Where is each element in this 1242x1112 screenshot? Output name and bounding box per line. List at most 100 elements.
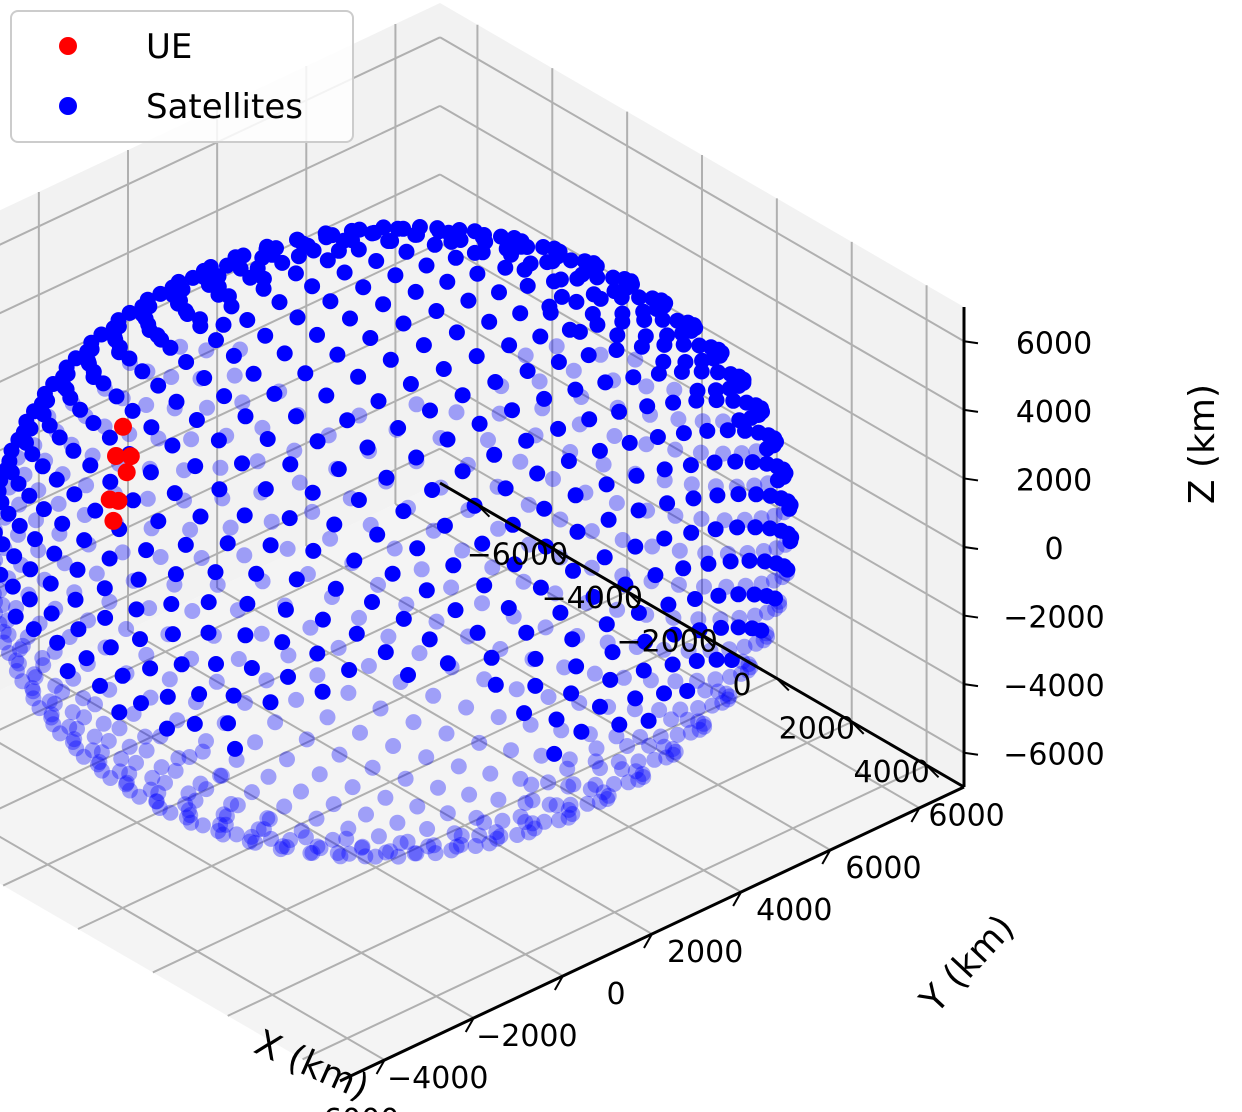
satellite-point bbox=[690, 611, 707, 628]
satellite-point bbox=[259, 431, 276, 447]
satellite-point bbox=[638, 606, 655, 623]
z-tick-label: −2000 bbox=[1003, 601, 1104, 636]
satellite-point bbox=[40, 408, 57, 425]
satellite-point bbox=[430, 779, 446, 796]
satellite-point bbox=[41, 693, 58, 710]
satellite-point bbox=[304, 278, 321, 295]
satellite-point bbox=[304, 503, 321, 520]
satellite-point bbox=[370, 828, 387, 845]
satellite-point bbox=[562, 252, 579, 269]
satellite-point bbox=[718, 578, 735, 595]
satellite-point bbox=[469, 624, 486, 641]
satellite-point bbox=[188, 694, 204, 711]
satellite-point bbox=[600, 698, 617, 715]
satellite-point bbox=[508, 681, 525, 698]
satellite-point bbox=[93, 762, 110, 779]
satellite-point bbox=[163, 596, 180, 612]
ue-point bbox=[121, 447, 140, 466]
satellite-point bbox=[329, 346, 346, 363]
satellite-point bbox=[571, 323, 588, 340]
legend-marker-satellites bbox=[59, 97, 77, 115]
z-tick-label: 2000 bbox=[1016, 463, 1092, 498]
x-tick-mark bbox=[553, 975, 564, 991]
satellite-point bbox=[694, 352, 711, 369]
satellite-point bbox=[454, 387, 471, 404]
satellite-point bbox=[271, 383, 288, 400]
satellite-point bbox=[471, 415, 488, 432]
satellite-point bbox=[407, 283, 424, 300]
satellite-point bbox=[111, 344, 128, 361]
satellite-point bbox=[709, 487, 726, 504]
x-tick-mark bbox=[732, 891, 743, 907]
satellite-point bbox=[641, 737, 658, 754]
satellite-point bbox=[517, 814, 534, 830]
satellite-point bbox=[142, 660, 159, 677]
satellite-point bbox=[552, 511, 569, 528]
satellite-point bbox=[436, 517, 453, 534]
satellite-point bbox=[102, 770, 119, 786]
satellite-point bbox=[88, 565, 105, 582]
satellite-point bbox=[59, 663, 76, 680]
satellite-point bbox=[305, 542, 322, 559]
satellite-point bbox=[642, 406, 658, 423]
satellite-point bbox=[642, 672, 659, 689]
satellite-point bbox=[602, 671, 619, 688]
satellite-point bbox=[692, 444, 709, 461]
satellite-point bbox=[418, 582, 435, 599]
satellite-point bbox=[731, 412, 748, 429]
satellite-point bbox=[262, 537, 279, 554]
satellite-point bbox=[0, 491, 7, 508]
satellite-point bbox=[736, 511, 753, 528]
satellite-point bbox=[627, 763, 644, 780]
x-tick-label: 2000 bbox=[667, 935, 743, 970]
satellite-point bbox=[11, 641, 28, 658]
satellite-point bbox=[309, 645, 326, 662]
satellite-point bbox=[153, 759, 170, 776]
satellite-point bbox=[255, 270, 272, 287]
satellite-point bbox=[395, 315, 412, 332]
satellite-point bbox=[501, 337, 518, 354]
y-tick-mark bbox=[626, 590, 640, 605]
satellite-point bbox=[114, 544, 131, 561]
satellite-point bbox=[151, 800, 168, 816]
satellite-point bbox=[638, 378, 655, 395]
satellite-point bbox=[101, 681, 118, 698]
satellite-point bbox=[96, 418, 113, 435]
satellite-point bbox=[35, 657, 52, 674]
satellite-point bbox=[339, 412, 356, 429]
satellite-point bbox=[14, 673, 31, 690]
satellite-point bbox=[208, 673, 225, 690]
satellite-point bbox=[443, 659, 460, 676]
satellite-point bbox=[125, 572, 142, 589]
satellite-point bbox=[564, 806, 581, 822]
satellite-point bbox=[518, 624, 535, 641]
satellite-point bbox=[243, 660, 260, 676]
satellite-point bbox=[595, 784, 612, 801]
satellite-point bbox=[378, 473, 394, 490]
grid-line-wall-z-left bbox=[0, 242, 441, 452]
satellite-point bbox=[142, 689, 159, 706]
satellite-point bbox=[697, 545, 714, 562]
satellite-point bbox=[497, 259, 514, 276]
satellite-point bbox=[297, 365, 314, 382]
satellite-point bbox=[234, 394, 251, 411]
satellite-point bbox=[194, 743, 211, 760]
satellite-point bbox=[725, 392, 742, 409]
satellite-point bbox=[488, 824, 505, 841]
satellite-point bbox=[324, 589, 340, 605]
z-tick-label: 0 bbox=[1044, 532, 1063, 567]
satellite-point bbox=[656, 530, 673, 547]
satellite-point bbox=[331, 746, 348, 763]
satellite-point bbox=[211, 481, 228, 498]
satellite-point bbox=[121, 355, 138, 371]
satellite-point bbox=[512, 770, 529, 787]
satellite-point bbox=[96, 380, 113, 397]
satellite-point bbox=[80, 355, 97, 372]
satellite-point bbox=[550, 420, 567, 437]
ue-point bbox=[107, 447, 125, 465]
satellite-point bbox=[267, 714, 284, 731]
y-tick-mark bbox=[701, 634, 715, 648]
satellite-point bbox=[759, 604, 775, 621]
satellite-point bbox=[80, 612, 96, 629]
satellite-point bbox=[0, 540, 13, 557]
